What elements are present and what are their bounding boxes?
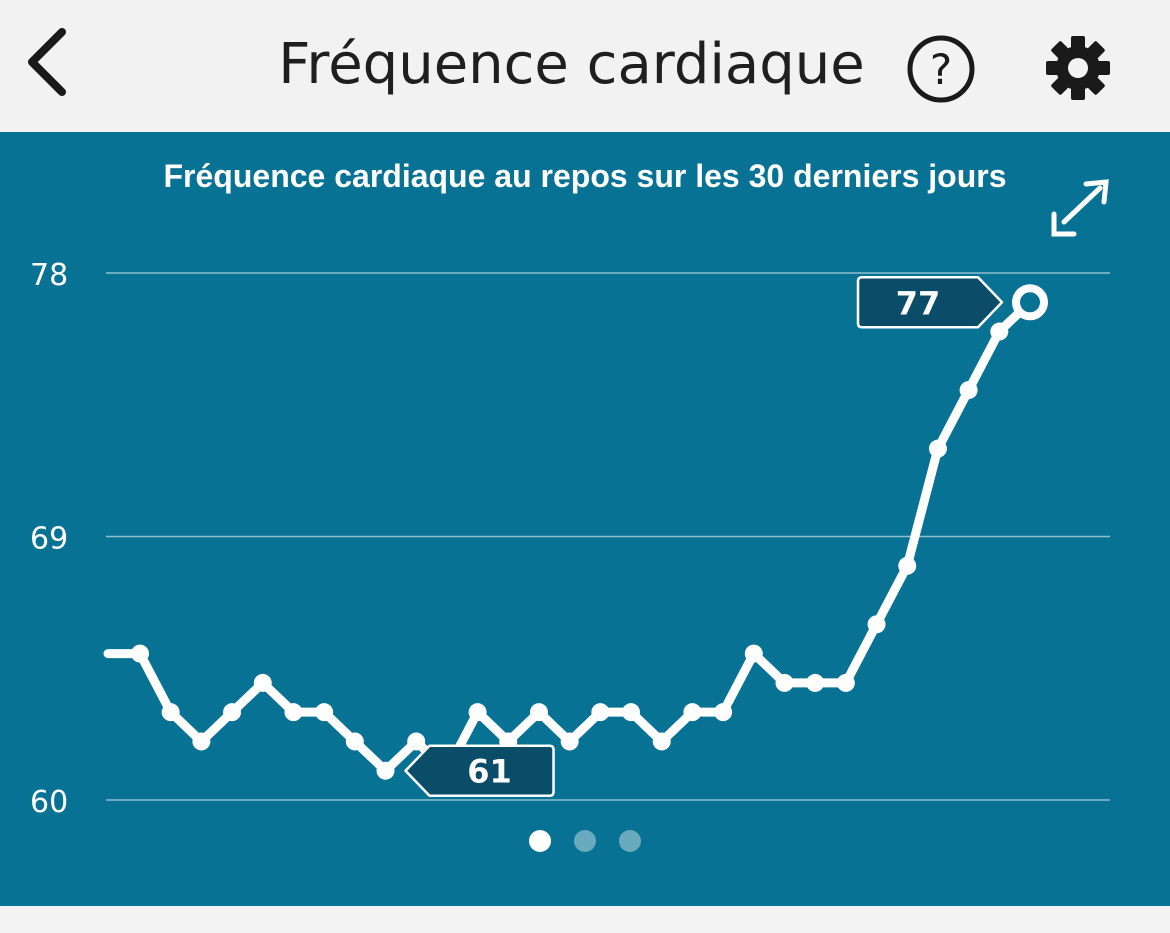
callout-label: 61 xyxy=(467,753,512,791)
data-point[interactable] xyxy=(622,703,641,722)
data-point[interactable] xyxy=(867,615,886,634)
pager-dot[interactable] xyxy=(574,830,596,852)
data-point[interactable] xyxy=(591,703,610,722)
data-point[interactable] xyxy=(161,703,180,722)
data-point[interactable] xyxy=(131,644,149,663)
y-tick-label: 60 xyxy=(30,785,68,820)
value-callout: 77 xyxy=(856,276,1004,329)
data-point[interactable] xyxy=(407,732,426,751)
data-point[interactable] xyxy=(345,732,364,751)
settings-button[interactable] xyxy=(1040,30,1116,106)
data-point[interactable] xyxy=(223,703,242,722)
data-point-latest[interactable] xyxy=(1012,284,1048,321)
data-point[interactable] xyxy=(683,703,702,722)
data-point[interactable] xyxy=(898,556,917,575)
question-circle-icon: ? xyxy=(907,35,975,103)
help-button[interactable]: ? xyxy=(904,32,978,106)
data-point[interactable] xyxy=(959,381,978,400)
data-point[interactable] xyxy=(928,439,947,458)
chevron-left-icon xyxy=(28,28,66,96)
data-point[interactable] xyxy=(744,644,763,663)
page-title: Fréquence cardiaque xyxy=(278,32,865,97)
data-point[interactable] xyxy=(560,732,579,751)
resting-heart-rate-card: Fréquence cardiaque au repos sur les 30 … xyxy=(0,132,1170,906)
svg-text:?: ? xyxy=(930,45,952,94)
data-point[interactable] xyxy=(192,732,211,751)
y-tick-label: 78 xyxy=(30,258,68,293)
data-point[interactable] xyxy=(806,673,825,692)
value-callout: 61 xyxy=(404,744,555,797)
heart-rate-chart: Fréquence cardiaque au repos sur les 30 … xyxy=(30,158,1110,852)
footer-strip xyxy=(0,906,1170,933)
gear-icon xyxy=(1046,36,1110,100)
data-point[interactable] xyxy=(714,703,733,722)
expand-button[interactable] xyxy=(1051,179,1109,237)
data-point[interactable] xyxy=(652,732,671,751)
back-button[interactable] xyxy=(18,22,88,102)
callout-label: 77 xyxy=(896,284,941,322)
data-point[interactable] xyxy=(836,673,855,692)
expand-arrows-icon xyxy=(1051,179,1109,237)
y-tick-label: 69 xyxy=(30,522,68,557)
data-point[interactable] xyxy=(253,673,272,692)
data-point[interactable] xyxy=(990,322,1009,341)
data-point[interactable] xyxy=(468,703,487,722)
data-point[interactable] xyxy=(529,703,548,722)
pager-dot[interactable] xyxy=(619,830,641,852)
data-point[interactable] xyxy=(284,703,303,722)
pager-dot[interactable] xyxy=(529,830,551,852)
data-point[interactable] xyxy=(775,673,794,692)
chart-title: Fréquence cardiaque au repos sur les 30 … xyxy=(164,158,1007,194)
app-header: Fréquence cardiaque ? xyxy=(0,0,1170,132)
data-point[interactable] xyxy=(315,703,334,722)
data-point[interactable] xyxy=(376,761,395,780)
